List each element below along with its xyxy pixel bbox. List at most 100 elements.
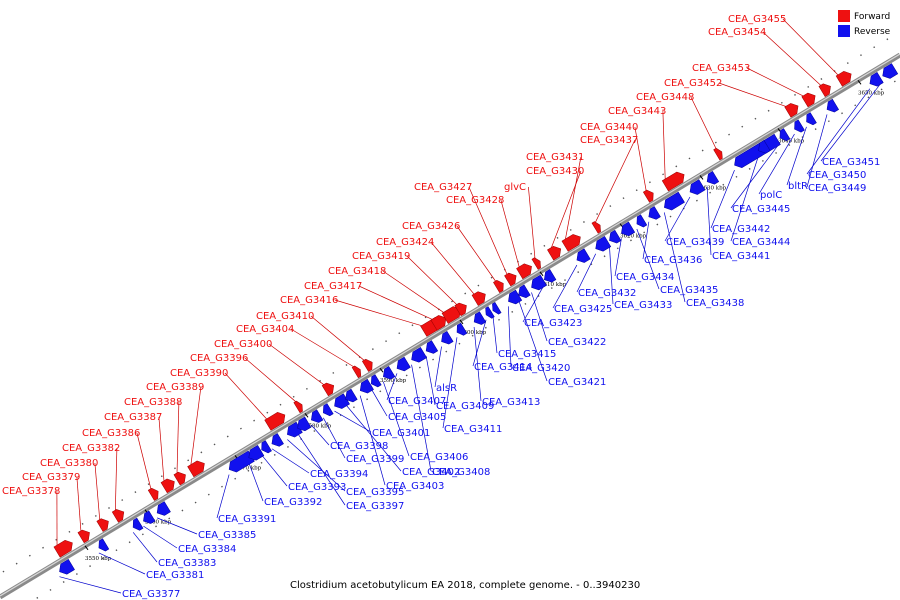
leader-line-reverse xyxy=(730,142,781,209)
leader-line-forward xyxy=(634,126,647,193)
gene-arrow-forward xyxy=(835,71,852,87)
ruler-tick xyxy=(379,367,384,373)
leader-line-reverse xyxy=(156,517,198,535)
gene-label-forward: glvC xyxy=(504,182,526,193)
leader-line-reverse xyxy=(508,306,512,368)
gene-arrow-reverse xyxy=(689,179,706,195)
gene-label-reverse: CEA_G3420 xyxy=(512,363,570,374)
leader-line-reverse xyxy=(706,186,712,256)
leader-line-reverse xyxy=(59,576,122,594)
gene-label-reverse: CEA_G3405 xyxy=(388,412,446,423)
ruler-tick-label: 3600 kbp xyxy=(460,330,487,336)
gene-label-forward: CEA_G3454 xyxy=(708,27,766,38)
gene-arrow-reverse xyxy=(383,366,396,380)
gene-arrow-forward xyxy=(818,83,831,97)
gene-label-forward: CEA_G3416 xyxy=(280,295,338,306)
gene-arrow-forward xyxy=(561,234,581,252)
gene-arrow-reverse xyxy=(441,330,454,345)
gene-label-reverse: CEA_G3441 xyxy=(712,251,770,262)
gene-label-reverse: CEA_G3397 xyxy=(346,501,404,512)
leader-line-reverse xyxy=(609,245,614,305)
gene-label-forward: CEA_G3440 xyxy=(580,122,638,133)
leader-line-reverse xyxy=(334,410,372,433)
leader-line-reverse xyxy=(370,388,388,417)
gene-label-reverse: CEA_G3422 xyxy=(548,337,606,348)
gene-arrow-forward xyxy=(504,272,517,287)
gene-arrow-reverse xyxy=(826,98,840,113)
gene-label-reverse: CEA_G3442 xyxy=(712,224,770,235)
leader-line-reverse xyxy=(472,319,487,367)
gene-arrow-forward xyxy=(361,358,373,372)
leader-line-reverse xyxy=(132,532,158,563)
gene-label-reverse: CEA_G3399 xyxy=(346,454,404,465)
leader-line-reverse xyxy=(434,346,442,388)
ruler-tick-label: 3560 kbp xyxy=(145,520,172,526)
gene-arrow-forward xyxy=(516,263,532,280)
gene-arrow-reverse xyxy=(271,433,284,447)
ruler-tick-label: 3610 kbp xyxy=(540,282,567,288)
gene-label-reverse: CEA_G3381 xyxy=(146,570,204,581)
gene-label-reverse: CEA_G3383 xyxy=(158,558,216,569)
gene-label-forward: CEA_G3417 xyxy=(304,281,362,292)
gene-arrow-reverse xyxy=(636,214,648,228)
gene-label-reverse: CEA_G3434 xyxy=(616,272,674,283)
leader-line-forward xyxy=(268,343,326,386)
gene-label-reverse: CEA_G3432 xyxy=(578,288,636,299)
leader-line-forward xyxy=(782,18,840,77)
ruler-tick-label: 3640 kbp xyxy=(778,138,805,144)
gene-arrow-reverse xyxy=(132,517,144,531)
gene-arrow-forward xyxy=(784,103,799,118)
gene-arrow-reverse xyxy=(648,206,661,220)
gene-label-forward: CEA_G3387 xyxy=(104,412,162,423)
kbp-ruler: 3550 kbp 3560 kbp 3570 kbp 3580 kbp 3590 kbp… xyxy=(84,79,885,562)
gene-arrow-reverse xyxy=(371,374,382,388)
gene-arrow-reverse xyxy=(595,235,612,252)
leader-line-reverse xyxy=(345,404,402,472)
gene-label-reverse: CEA_G3450 xyxy=(808,170,866,181)
gene-label-reverse: CEA_G3438 xyxy=(686,298,744,309)
gene-arrow-forward xyxy=(661,171,685,192)
gene-label-forward: CEA_G3396 xyxy=(190,353,248,364)
gene-label-forward: CEA_G3389 xyxy=(146,382,204,393)
leader-line-forward xyxy=(114,447,118,513)
gene-label-forward: CEA_G3448 xyxy=(636,92,694,103)
gene-arrow-forward xyxy=(264,412,286,431)
leader-line-forward xyxy=(310,315,366,362)
gene-label-forward: CEA_G3404 xyxy=(236,324,294,335)
genome-caption: Clostridium acetobutylicum EA 2018, comp… xyxy=(290,580,640,591)
gene-label-reverse: CEA_G3402 xyxy=(402,467,460,478)
gene-label-forward: CEA_G3431 xyxy=(526,152,584,163)
leader-line-reverse xyxy=(359,395,386,486)
gene-label-reverse: CEA_G3395 xyxy=(346,487,404,498)
gene-label-forward: CEA_G3453 xyxy=(692,63,750,74)
gene-label-forward: CEA_G3378 xyxy=(2,486,60,497)
gene-arrow-forward xyxy=(293,400,303,414)
gene-arrow-reverse xyxy=(323,403,334,417)
gene-label-reverse: CEA_G3445 xyxy=(732,204,790,215)
gene-label-reverse: CEA_G3415 xyxy=(498,349,556,360)
leader-line-forward xyxy=(244,357,298,403)
ruler-tick-label: 3620 kbp xyxy=(620,234,647,240)
gene-arrow-reverse xyxy=(411,346,428,363)
gene-label-reverse: CEA_G3377 xyxy=(122,589,180,600)
gene-label-reverse: CEA_G3425 xyxy=(554,304,612,315)
gene-label-forward: CEA_G3452 xyxy=(664,78,722,89)
gene-arrow-forward xyxy=(430,315,447,331)
gene-arrow-forward xyxy=(187,460,205,478)
gene-label-forward: CEA_G3379 xyxy=(22,472,80,483)
leader-line-reverse xyxy=(287,439,346,492)
leader-line-reverse xyxy=(297,433,346,506)
gene-arrow-forward xyxy=(493,280,504,293)
leader-line-reverse xyxy=(730,155,759,242)
gene-labels: CEA_G3378 CEA_G3379 CEA_G3380 CEA_G3382 CEA_… xyxy=(2,14,880,600)
leader-line-forward xyxy=(94,462,101,522)
gene-arrow-reverse xyxy=(734,133,781,169)
leader-line-forward xyxy=(406,255,459,306)
gene-label-forward: CEA_G3400 xyxy=(214,339,272,350)
gene-arrow-reverse xyxy=(794,119,805,133)
leader-line-forward xyxy=(500,199,520,269)
gene-label-reverse: CEA_G3384 xyxy=(178,544,236,555)
leader-line-reverse xyxy=(531,292,548,342)
gene-label-reverse: CEA_G3385 xyxy=(198,530,256,541)
gene-arrow-forward xyxy=(111,509,125,523)
